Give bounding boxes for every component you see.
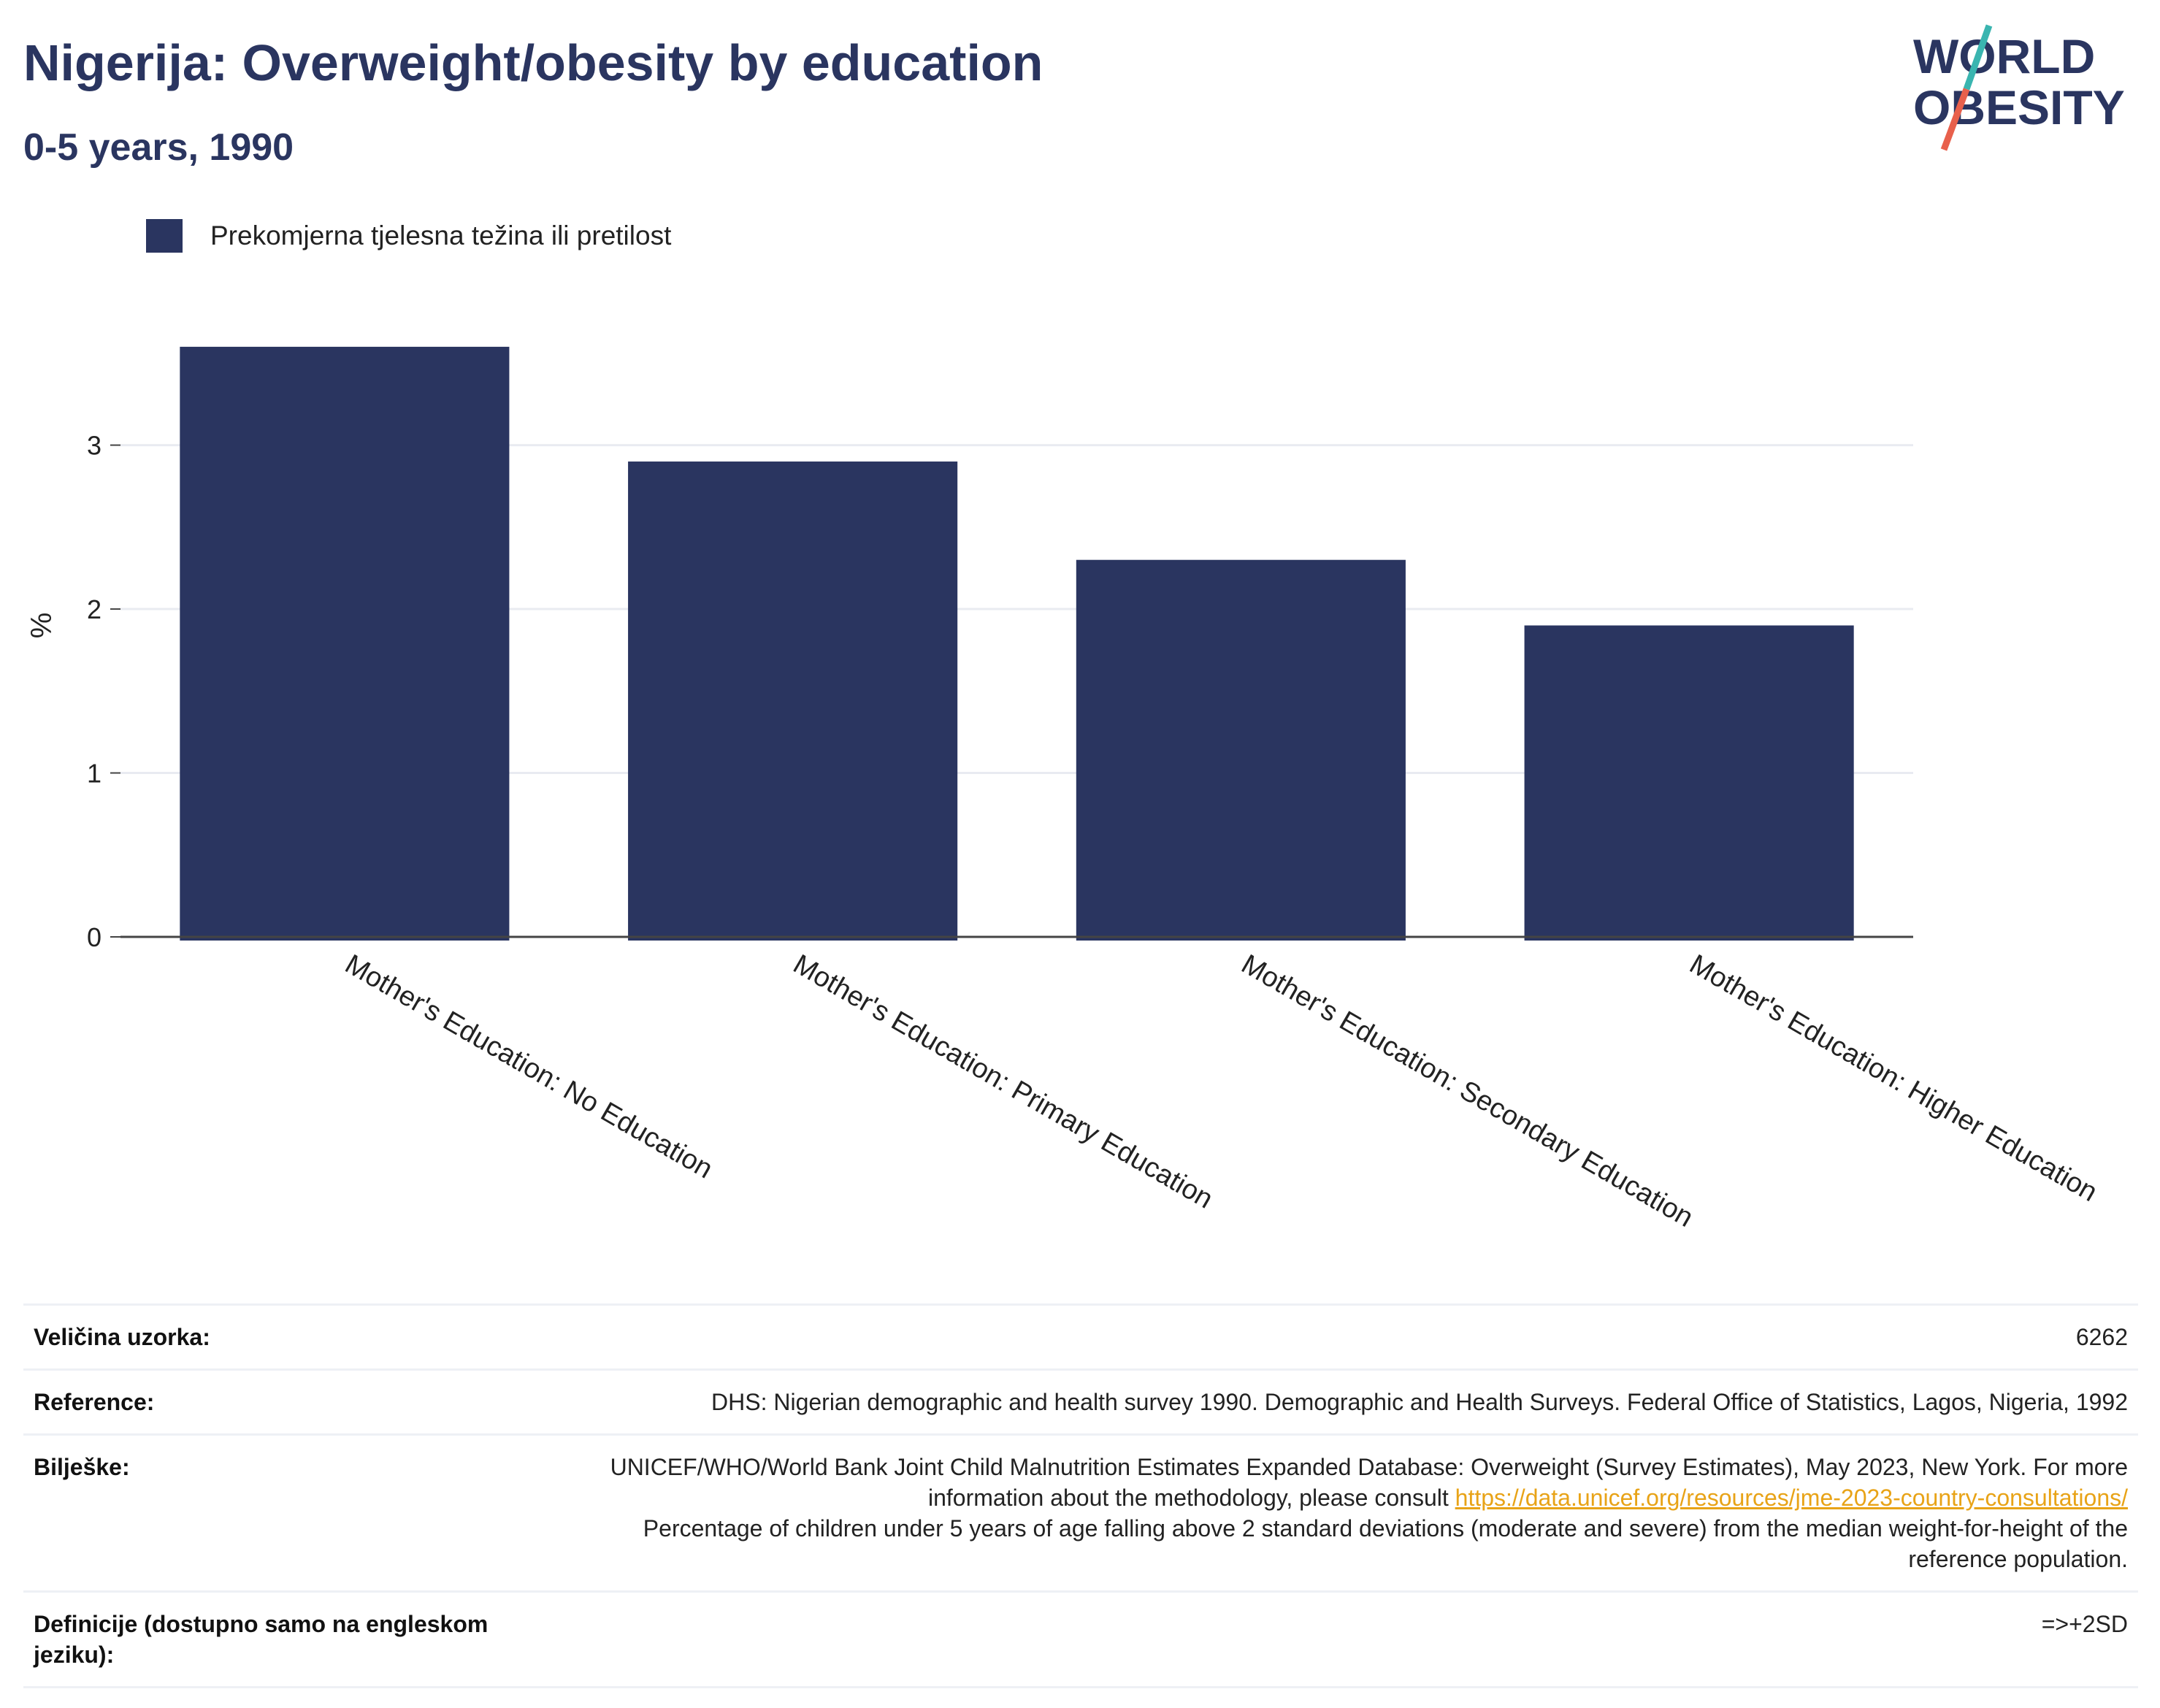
chart-subtitle: 0-5 years, 1990 <box>23 126 294 169</box>
notes-value: UNICEF/WHO/World Bank Joint Child Malnut… <box>559 1452 2128 1574</box>
y-tick-label: 1 <box>87 759 102 789</box>
bar <box>1076 559 1406 941</box>
world-obesity-logo: WORLD OBESITY <box>1913 24 2125 151</box>
metadata-table: Veličina uzorka: 6262 Reference: DHS: Ni… <box>23 1303 2138 1688</box>
logo-text-world: WORLD <box>1913 29 2095 83</box>
y-tick-label: 3 <box>87 431 102 461</box>
bar <box>1524 625 1854 941</box>
notes-label: Bilješke: <box>34 1454 130 1480</box>
bar <box>628 462 958 941</box>
x-tick-label: Mother's Education: No Education <box>340 949 718 1184</box>
x-tick-label: Mother's Education: Secondary Education <box>1236 949 1698 1233</box>
sample-size-label: Veličina uzorka: <box>34 1324 210 1350</box>
y-tick-label: 2 <box>87 594 102 624</box>
x-tick-label: Mother's Education: Higher Education <box>1685 949 2102 1208</box>
notes-link[interactable]: https://data.unicef.org/resources/jme-20… <box>1455 1485 2128 1511</box>
bar-chart: 0 1 2 3% Mother's Education: No Education Mot… <box>26 346 2102 1233</box>
y-tick-label: 0 <box>87 922 102 952</box>
definitions-value: =>+2SD <box>2041 1611 2128 1637</box>
meta-row-reference: Reference: DHS: Nigerian demographic and… <box>23 1368 2138 1433</box>
legend-label: Prekomjerna tjelesna težina ili pretilos… <box>210 221 672 250</box>
x-tick-label: Mother's Education: Primary Education <box>788 949 1218 1214</box>
bar <box>180 346 510 941</box>
legend-swatch <box>146 219 183 253</box>
notes-definition-text: Percentage of children under 5 years of … <box>643 1515 2128 1572</box>
logo-text-obesity: OBESITY <box>1913 80 2125 134</box>
reference-label: Reference: <box>34 1389 155 1415</box>
logo-slash-top <box>1963 24 1993 91</box>
reference-value: DHS: Nigerian demographic and health sur… <box>711 1389 2128 1415</box>
meta-row-definitions: Definicije (dostupno samo na engleskom j… <box>23 1590 2138 1688</box>
notes-text: UNICEF/WHO/World Bank Joint Child Malnut… <box>610 1454 2128 1511</box>
sample-size-value: 6262 <box>2075 1324 2128 1350</box>
meta-row-notes: Bilješke: UNICEF/WHO/World Bank Joint Ch… <box>23 1433 2138 1590</box>
chart-title: Nigerija: Overweight/obesity by educatio… <box>23 34 1043 91</box>
logo-slash-bottom <box>1940 88 1970 151</box>
meta-row-sample-size: Veličina uzorka: 6262 <box>23 1303 2138 1368</box>
definitions-label: Definicije (dostupno samo na engleskom j… <box>34 1611 489 1668</box>
y-axis-label: % <box>26 613 58 639</box>
chart-legend[interactable]: Prekomjerna tjelesna težina ili pretilos… <box>146 215 671 256</box>
